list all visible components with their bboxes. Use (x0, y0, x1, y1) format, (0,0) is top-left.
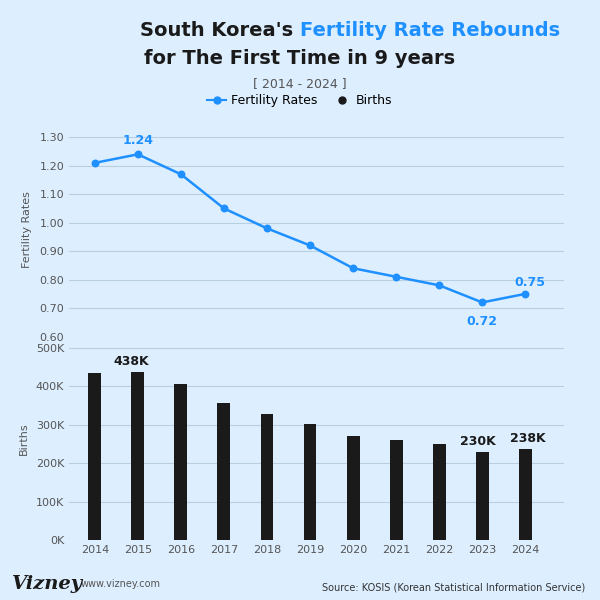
Text: Vizney: Vizney (12, 575, 83, 593)
Point (305, 241, 315, 250)
Bar (476, 452, 488, 540)
Point (520, 289, 530, 299)
Bar (131, 372, 145, 540)
Bar (175, 384, 187, 540)
Point (434, 281, 444, 290)
Text: Source: KOSIS (Korean Statistical Information Service): Source: KOSIS (Korean Statistical Inform… (322, 583, 585, 593)
Point (478, 298, 487, 307)
Text: [ 2014 - 2024 ]: [ 2014 - 2024 ] (253, 77, 347, 90)
Bar (433, 445, 446, 540)
Text: 1.24: 1.24 (122, 134, 154, 147)
Bar (347, 436, 359, 540)
Text: 238K: 238K (509, 432, 545, 445)
Bar (389, 440, 403, 540)
Bar (88, 373, 101, 540)
Text: 0.75: 0.75 (514, 276, 545, 289)
Text: 0.72: 0.72 (467, 315, 498, 328)
Point (219, 203, 229, 213)
Legend: Fertility Rates, Births: Fertility Rates, Births (202, 89, 398, 112)
Bar (304, 424, 316, 540)
Point (391, 272, 401, 281)
Bar (519, 449, 532, 540)
Y-axis label: Births: Births (19, 422, 29, 455)
Point (348, 263, 358, 273)
Text: Fertility Rate Rebounds: Fertility Rate Rebounds (300, 21, 560, 40)
Point (262, 224, 272, 233)
Text: South Korea's: South Korea's (140, 21, 300, 40)
Point (133, 149, 143, 159)
Text: www.vizney.com: www.vizney.com (81, 579, 161, 589)
Text: 230K: 230K (460, 435, 496, 448)
Y-axis label: Fertility Rates: Fertility Rates (22, 191, 32, 268)
Point (176, 169, 186, 179)
Point (90, 158, 100, 167)
Bar (217, 403, 230, 540)
Bar (260, 415, 274, 540)
Text: 438K: 438K (113, 355, 149, 368)
Text: for The First Time in 9 years: for The First Time in 9 years (145, 49, 455, 68)
